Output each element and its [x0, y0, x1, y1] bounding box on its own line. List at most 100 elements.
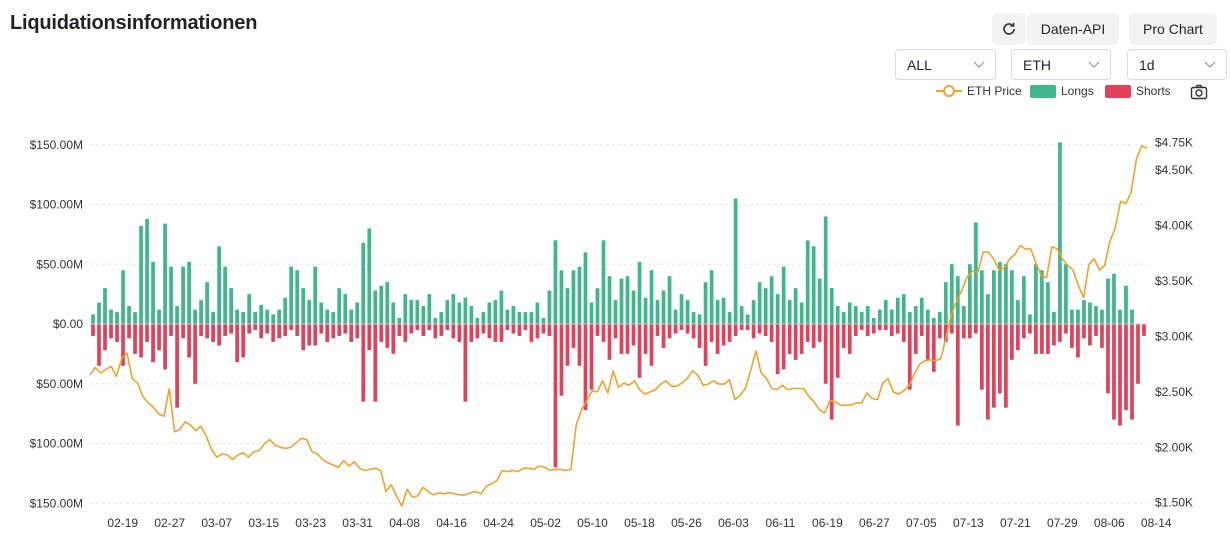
- short-bar: [1100, 324, 1104, 348]
- right-tick-label: $3.00K: [1155, 329, 1193, 343]
- long-bar: [433, 318, 438, 324]
- short-bar: [361, 324, 366, 402]
- long-bar: [415, 300, 420, 324]
- data-api-button[interactable]: Daten-API: [1027, 13, 1119, 45]
- short-bar: [127, 324, 131, 339]
- long-bar: [529, 312, 534, 324]
- short-bar: [1106, 324, 1110, 394]
- long-bar: [349, 309, 354, 324]
- short-bar: [259, 324, 264, 339]
- long-bar: [289, 266, 294, 324]
- short-bar: [325, 324, 330, 342]
- short-bar: [133, 324, 137, 354]
- left-tick-label: $150.00M: [30, 138, 83, 152]
- short-bar: [1094, 324, 1098, 336]
- short-bar: [841, 324, 846, 348]
- long-bar: [703, 282, 708, 324]
- long-bar: [757, 282, 762, 324]
- short-bar: [265, 324, 270, 334]
- long-bar: [739, 306, 744, 324]
- short-bar: [139, 324, 143, 358]
- longs-swatch: [1030, 84, 1056, 98]
- x-tick-label: 05-10: [577, 516, 608, 530]
- short-bar: [673, 324, 678, 334]
- short-bar: [445, 324, 450, 330]
- long-bar: [1076, 309, 1080, 324]
- short-bar: [697, 324, 702, 348]
- camera-icon[interactable]: [1190, 84, 1208, 100]
- long-bar: [1004, 264, 1008, 324]
- short-bar: [499, 324, 504, 342]
- long-bar: [751, 300, 756, 324]
- x-tick-label: 05-18: [624, 516, 655, 530]
- long-bar: [271, 314, 276, 324]
- short-bar: [997, 324, 1002, 394]
- short-bar: [541, 324, 546, 334]
- long-bar: [733, 198, 738, 324]
- long-bar: [1118, 309, 1122, 324]
- short-bar: [973, 324, 978, 334]
- short-bar: [895, 324, 900, 334]
- chevron-down-icon: [1088, 61, 1100, 68]
- short-bar: [235, 324, 240, 363]
- long-bar: [1016, 300, 1020, 324]
- liquidation-chart: $150.00M $100.00M $50.00M $0.00 $50.00M $100.…: [30, 136, 1193, 530]
- short-bar: [91, 324, 95, 336]
- long-bar: [589, 302, 594, 324]
- short-bar: [739, 324, 744, 330]
- right-tick-label: $1.50K: [1155, 496, 1193, 510]
- long-bar: [631, 290, 636, 324]
- long-bar: [1022, 276, 1026, 324]
- interval-select[interactable]: 1d: [1127, 49, 1227, 80]
- short-bar: [277, 324, 282, 339]
- short-bar: [853, 324, 858, 336]
- long-bar: [709, 270, 714, 324]
- eth-price-line: [89, 145, 1148, 507]
- long-bar: [205, 282, 209, 324]
- long-bar: [565, 288, 570, 324]
- long-bar: [457, 302, 462, 324]
- long-bar: [499, 290, 504, 324]
- short-bar: [775, 324, 780, 375]
- long-bar: [103, 288, 107, 324]
- left-tick-label: $100.00M: [30, 198, 83, 212]
- long-bar: [301, 288, 306, 324]
- long-bar: [367, 228, 372, 324]
- long-bar: [847, 302, 852, 324]
- short-bar: [529, 324, 534, 342]
- chevron-down-icon: [1204, 61, 1216, 68]
- long-bar: [1046, 282, 1050, 324]
- long-bar: [535, 302, 540, 324]
- short-bar: [871, 324, 876, 334]
- long-bar: [919, 297, 924, 324]
- short-bar: [373, 324, 378, 402]
- long-bar: [487, 302, 492, 324]
- legend-longs[interactable]: Longs: [1030, 83, 1094, 99]
- long-bar: [625, 276, 630, 324]
- short-bar: [1052, 324, 1056, 346]
- legend-shorts[interactable]: Shorts: [1105, 83, 1171, 99]
- long-bar: [475, 318, 480, 324]
- short-bar: [253, 324, 258, 330]
- long-bar: [913, 306, 918, 324]
- coin-select[interactable]: ETH: [1011, 49, 1111, 80]
- refresh-button[interactable]: [992, 13, 1026, 45]
- short-bar: [1124, 324, 1128, 411]
- legend-eth-price[interactable]: ETH Price: [936, 83, 1022, 99]
- short-bar: [223, 324, 227, 336]
- exchange-select[interactable]: ALL: [895, 49, 996, 80]
- short-bar: [427, 324, 432, 330]
- pro-chart-button[interactable]: Pro Chart: [1129, 13, 1217, 45]
- long-bar: [619, 278, 624, 324]
- long-bar: [685, 300, 690, 324]
- long-bar: [1064, 264, 1068, 324]
- legend-label: Shorts: [1136, 84, 1171, 98]
- short-bar: [655, 324, 660, 336]
- short-bar: [1142, 324, 1146, 336]
- short-bar: [1016, 324, 1020, 351]
- short-bar: [1034, 324, 1038, 354]
- short-bar: [535, 324, 540, 339]
- short-bar: [937, 324, 942, 339]
- long-bar: [1130, 309, 1134, 324]
- short-bar: [571, 324, 576, 348]
